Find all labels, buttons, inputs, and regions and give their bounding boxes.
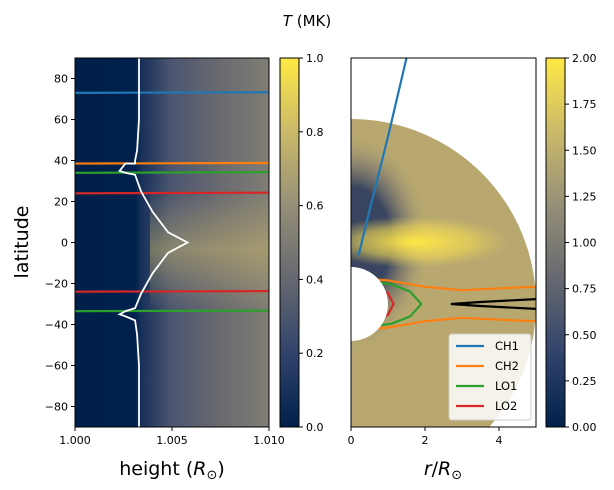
legend-label-lo2: LO2: [495, 399, 517, 413]
y-tick-label: −20: [45, 278, 68, 291]
temperature-contour: [117, 58, 190, 427]
right-x-ticks: 0 2 4: [348, 427, 503, 447]
x-tick-label: 0: [348, 434, 355, 447]
field-line-ch1: [357, 58, 408, 257]
field-line-lo1: [373, 280, 423, 328]
field-line-lo2: [75, 191, 269, 195]
left-equatorial-glow: [150, 190, 269, 310]
right-colorbar: 0.00 0.25 0.50 0.75 1.00 1.25 1.50 1.75 2.00: [545, 52, 597, 434]
colorbar-tick-label: 0.6: [306, 200, 324, 213]
left-xlabel-sub: ⊙: [206, 468, 217, 483]
x-tick-label: 2: [422, 434, 429, 447]
colorbar-tick-label: 1.50: [572, 144, 597, 157]
left-panel: 1.000 1.005 1.010 −80 −60 −40 −20 0 20 40 60 80 he…: [11, 57, 285, 483]
left-xlabel: height (R⊙): [119, 458, 225, 483]
y-tick-label: 20: [54, 196, 68, 209]
x-tick-label: 1.005: [156, 434, 188, 447]
field-line-lo1: [75, 309, 269, 313]
colorbar-tick-label: 0.4: [306, 273, 324, 286]
title-unit: (MK): [292, 12, 331, 30]
y-tick-label: −80: [45, 401, 68, 414]
left-x-ticks: 1.000 1.005 1.010: [59, 427, 285, 447]
legend-label-ch1: CH1: [495, 339, 519, 353]
left-xlabel-prefix: height (: [119, 458, 193, 480]
colorbar-tick-label: 0.8: [306, 126, 324, 139]
legend-box: [448, 333, 532, 421]
field-line-ch2: [75, 161, 269, 165]
solar-disk: [351, 267, 388, 341]
field-line-ch2: [371, 316, 536, 330]
left-colorbar-gradient: [279, 57, 300, 428]
right-field-lines: [357, 58, 536, 330]
field-line-ch1: [75, 91, 269, 94]
colorbar-tick-label: 0.0: [306, 421, 324, 434]
x-tick-label: 1.010: [253, 434, 285, 447]
right-xlabel-slash: /: [432, 458, 439, 480]
colorbar-tick-label: 0.75: [572, 283, 597, 296]
figure-title: T (MK): [283, 12, 331, 30]
right-xlabel: r/R⊙: [424, 458, 462, 483]
legend-label-ch2: CH2: [495, 359, 519, 373]
colorbar-tick-label: 0.00: [572, 421, 597, 434]
x-tick-label: 1.000: [59, 434, 91, 447]
field-line-lo1: [75, 171, 269, 174]
field-line-ch2: [371, 278, 536, 292]
colorbar-tick-label: 2.00: [572, 52, 597, 65]
y-tick-label: 40: [54, 155, 68, 168]
x-tick-label: 4: [496, 434, 503, 447]
field-line-lo2: [75, 290, 269, 293]
colorbar-tick-label: 1.0: [306, 52, 324, 65]
colorbar-tick-label: 1.75: [572, 98, 597, 111]
legend-entries: CH1 CH2 LO1 LO2: [456, 339, 519, 413]
y-tick-label: 60: [54, 114, 68, 127]
streamer-line: [450, 298, 536, 310]
title-variable: T: [283, 12, 294, 30]
right-axes-frame: [350, 57, 537, 428]
left-colorbar: 0.0 0.2 0.4 0.6 0.8 1.0: [279, 52, 324, 434]
right-colorbar-ticks: 0.00 0.25 0.50 0.75 1.00 1.25 1.50 1.75 2.00: [565, 52, 597, 434]
right-xlabel-var2: R: [438, 458, 451, 480]
colorbar-tick-label: 1.00: [572, 237, 597, 250]
left-field-lines: [75, 91, 269, 313]
left-colorbar-ticks: 0.0 0.2 0.4 0.6 0.8 1.0: [299, 52, 324, 434]
colorbar-tick-label: 0.2: [306, 347, 324, 360]
left-y-ticks: −80 −60 −40 −20 0 20 40 60 80: [45, 73, 75, 414]
right-colorbar-gradient: [545, 57, 566, 428]
left-ylabel: latitude: [11, 206, 33, 279]
colorbar-tick-label: 0.25: [572, 375, 597, 388]
left-xlabel-var: R: [193, 458, 206, 480]
colorbar-tick-label: 0.50: [572, 329, 597, 342]
left-xlabel-suffix: ): [217, 458, 224, 480]
y-tick-label: 80: [54, 73, 68, 86]
right-panel: 0 2 4 r/R⊙ CH1 CH2 LO1 LO2: [348, 57, 537, 483]
legend-label-lo1: LO1: [495, 379, 517, 393]
streamer-glow: [351, 216, 510, 268]
right-xlabel-sub: ⊙: [451, 468, 462, 483]
y-tick-label: −40: [45, 319, 68, 332]
y-tick-label: 0: [61, 237, 68, 250]
legend: CH1 CH2 LO1 LO2: [448, 333, 532, 421]
right-xlabel-var: r: [424, 458, 433, 480]
colorbar-tick-label: 1.25: [572, 190, 597, 203]
y-tick-label: −60: [45, 360, 68, 373]
